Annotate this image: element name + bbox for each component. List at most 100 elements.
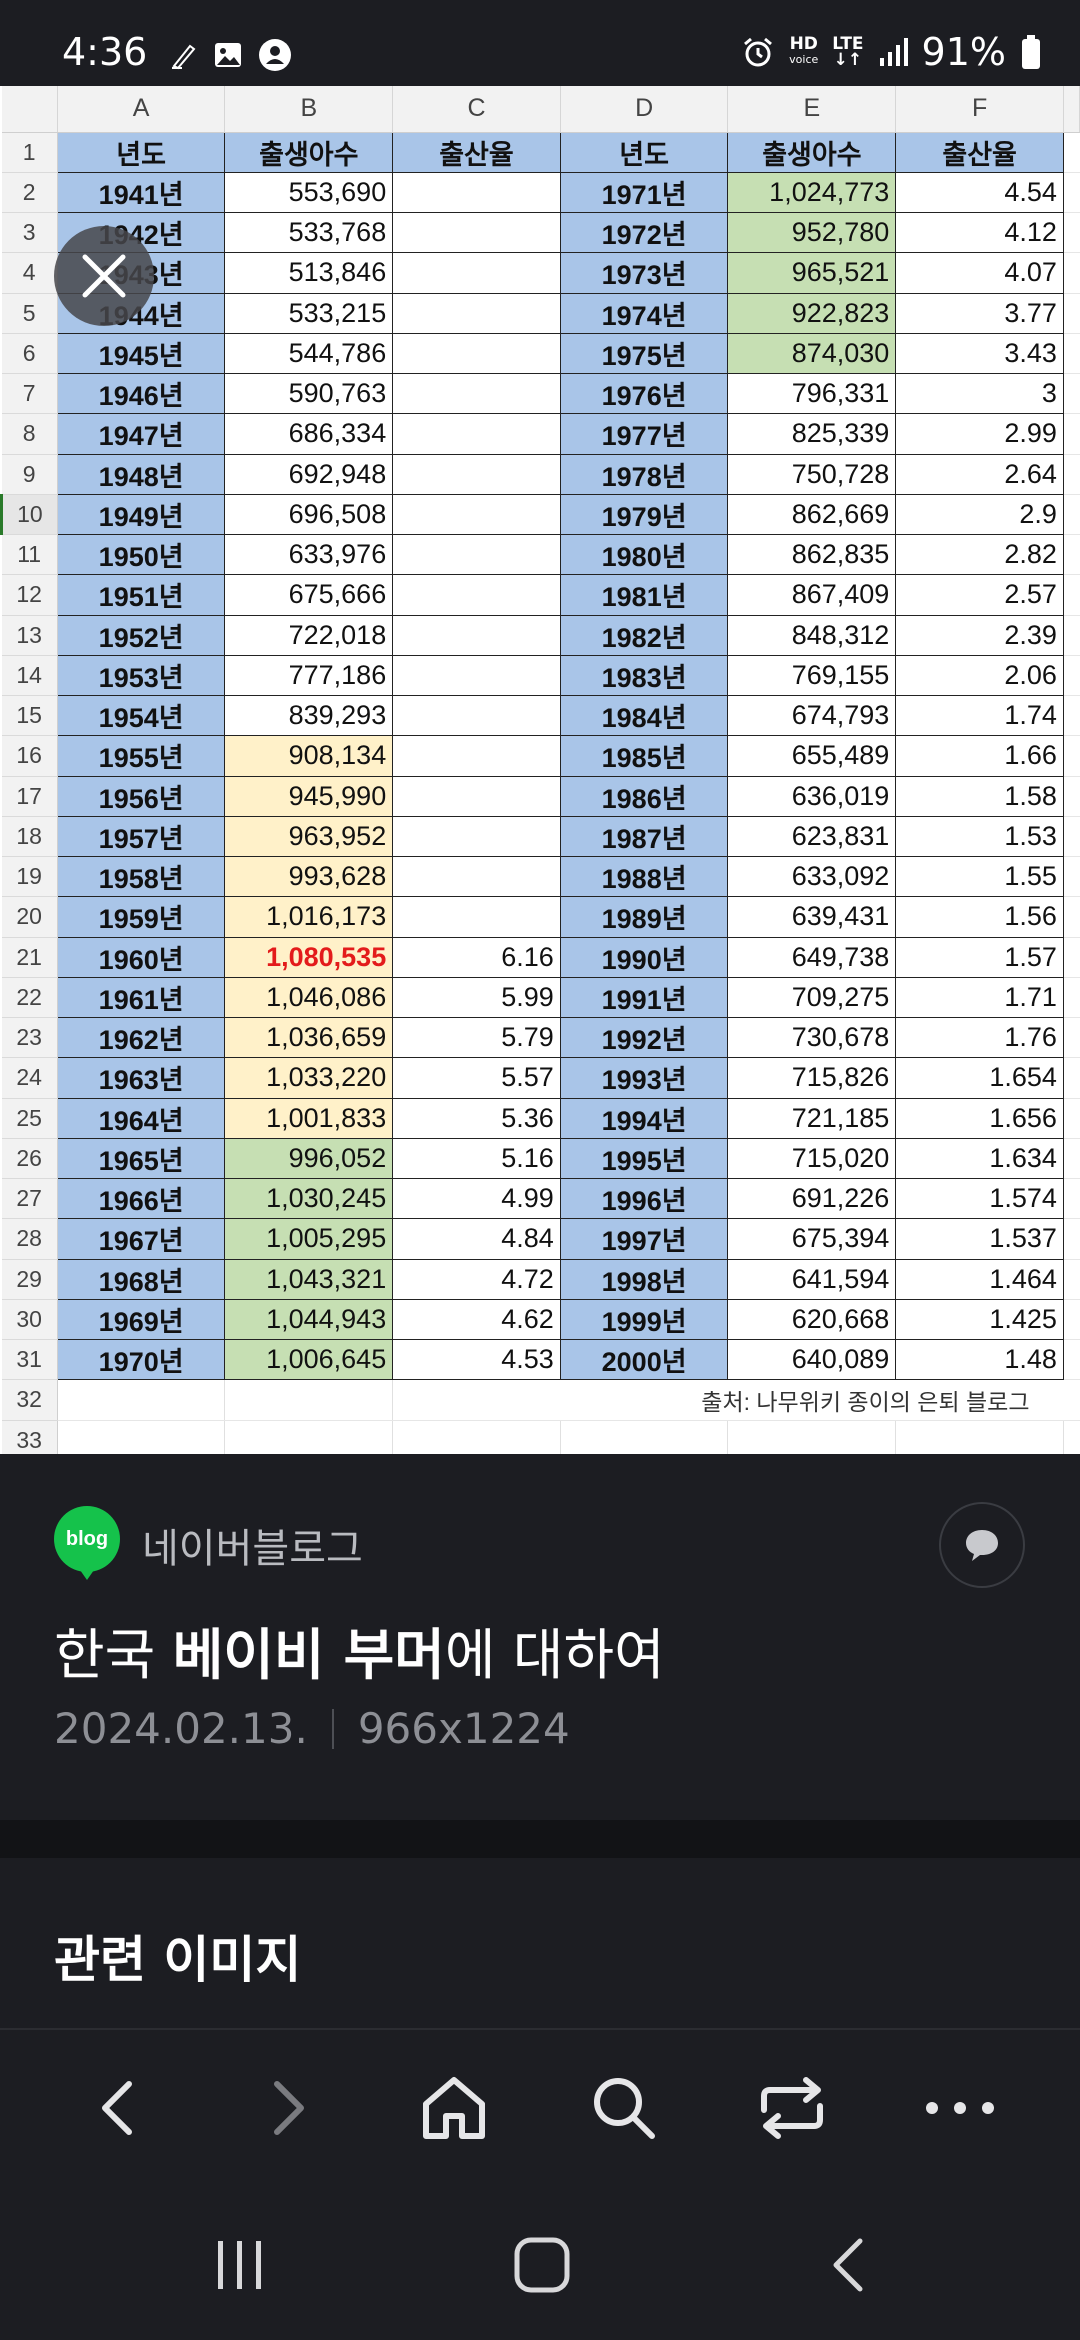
year-cell: 1975년 — [559, 332, 729, 375]
year-cell: 1947년 — [56, 413, 226, 455]
header-cell: 출생아수 — [727, 131, 897, 173]
year-cell: 1990년 — [559, 936, 729, 978]
source-row: 32 출처: 나무위키 종이의 은퇴 블로그 — [1, 1379, 1080, 1421]
births-cell: 867,409 — [727, 574, 897, 616]
close-button[interactable] — [54, 226, 154, 326]
births-cell: 649,738 — [727, 936, 897, 978]
table-row: 30 1969년 1,044,943 4.62 1999년 620,668 1.425 — [1, 1298, 1080, 1341]
filler-cell — [1062, 816, 1080, 858]
header-cell: 출산율 — [895, 131, 1064, 173]
row-number: 29 — [1, 1259, 58, 1300]
table-row: 31 1970년 1,006,645 4.53 2000년 640,089 1.48 — [1, 1338, 1080, 1381]
fertility-cell: 1.57 — [895, 936, 1064, 978]
switch-button[interactable] — [752, 2068, 832, 2148]
fertility-cell: 2.64 — [895, 453, 1064, 495]
home-button[interactable] — [414, 2068, 494, 2148]
year-cell: 1989년 — [559, 896, 729, 938]
births-cell: 553,690 — [224, 171, 394, 214]
births-cell: 590,763 — [224, 372, 394, 415]
filler-cell — [1062, 333, 1080, 375]
filler-cell — [1062, 373, 1080, 415]
spreadsheet-image[interactable]: A B C D E F 1 년도 출생아수 출산율 년도 출생아수 출산율 2 1941년 553,690 19… — [0, 86, 1080, 1454]
row-number: 17 — [1, 776, 58, 817]
filler-cell — [1062, 977, 1080, 1019]
year-cell: 1945년 — [56, 332, 226, 375]
fertility-cell: 1.48 — [895, 1338, 1064, 1381]
column-letter: A — [57, 86, 226, 133]
back-button[interactable] — [78, 2068, 158, 2148]
fertility-cell: 4.53 — [392, 1338, 561, 1381]
header-cell: 출생아수 — [224, 131, 394, 173]
row-number: 10 — [0, 494, 58, 536]
fertility-cell — [392, 372, 561, 415]
table-row: 18 1957년 963,952 1987년 623,831 1.53 — [1, 815, 1080, 858]
table-row: 15 1954년 839,293 1984년 674,793 1.74 — [1, 694, 1080, 737]
related-heading: 관련 이미지 — [54, 1931, 302, 1989]
recents-button[interactable] — [200, 2230, 280, 2300]
births-cell: 862,669 — [727, 493, 897, 536]
year-cell: 1986년 — [559, 775, 729, 817]
year-cell: 1981년 — [559, 574, 729, 616]
filler-cell — [1062, 172, 1080, 214]
births-cell: 839,293 — [224, 694, 394, 737]
fertility-cell: 3 — [895, 372, 1064, 415]
births-cell: 633,092 — [727, 855, 897, 898]
fertility-cell: 1.654 — [895, 1057, 1064, 1099]
post-title[interactable]: 한국 베이비 부머에 대하여 — [54, 1623, 665, 1687]
table-row: 25 1964년 1,001,833 5.36 1994년 721,185 1.656 — [1, 1097, 1080, 1139]
year-cell: 1967년 — [56, 1218, 226, 1260]
births-cell: 513,846 — [224, 252, 394, 294]
births-cell: 1,043,321 — [224, 1258, 394, 1300]
table-row: 24 1963년 1,033,220 5.57 1993년 715,826 1.654 — [1, 1057, 1080, 1099]
row-number: 1 — [1, 132, 58, 173]
blank-cell — [56, 1420, 225, 1454]
column-letter: D — [560, 86, 729, 133]
filler-cell — [1062, 655, 1080, 697]
filler-cell — [1062, 1057, 1080, 1099]
year-cell: 1997년 — [559, 1218, 729, 1260]
row-number: 30 — [1, 1299, 58, 1341]
pen-icon — [172, 44, 196, 70]
forward-button[interactable] — [248, 2068, 328, 2148]
fertility-cell: 2.99 — [895, 413, 1064, 455]
source-name[interactable]: 네이버블로그 — [142, 1526, 363, 1572]
section-divider — [0, 1820, 1080, 1858]
table-row: 17 1956년 945,990 1986년 636,019 1.58 — [1, 775, 1080, 817]
year-cell: 1954년 — [56, 694, 226, 737]
home-icon — [423, 2077, 485, 2139]
table-row: 10 1949년 696,508 1979년 862,669 2.9 — [0, 493, 1080, 536]
row-number: 8 — [1, 413, 58, 455]
filler-cell — [1062, 413, 1080, 455]
comment-button[interactable] — [939, 1502, 1025, 1588]
blank-cell — [224, 1420, 393, 1454]
system-back-button[interactable] — [808, 2230, 888, 2300]
fertility-cell: 1.574 — [895, 1177, 1064, 1220]
births-cell: 777,186 — [224, 654, 394, 697]
row-number: 21 — [1, 937, 58, 978]
births-cell: 715,826 — [727, 1057, 897, 1099]
table-row: 28 1967년 1,005,295 4.84 1997년 675,394 1.537 — [1, 1218, 1080, 1260]
births-cell: 533,768 — [224, 211, 394, 254]
column-filler — [1063, 86, 1080, 133]
more-button[interactable] — [920, 2068, 1000, 2148]
fertility-cell — [392, 292, 561, 334]
search-button[interactable] — [584, 2068, 664, 2148]
status-bar: 4:36 HD voice LTE ↓↑ 91% — [0, 0, 1080, 86]
fertility-cell: 2.9 — [895, 493, 1064, 536]
meta-divider — [331, 1708, 334, 1749]
fertility-cell — [392, 654, 561, 697]
system-home-button[interactable] — [502, 2230, 582, 2300]
filler-cell — [1062, 1259, 1080, 1300]
search-icon — [594, 2078, 655, 2139]
year-cell: 1972년 — [559, 211, 729, 254]
row-number: 20 — [1, 896, 58, 938]
fertility-cell: 5.79 — [392, 1016, 561, 1059]
births-cell: 1,024,773 — [727, 171, 897, 214]
fertility-cell — [392, 574, 561, 616]
related-images-section: 관련 이미지 — [0, 1858, 1080, 2028]
fertility-cell: 1.425 — [895, 1298, 1064, 1341]
table-row: 16 1955년 908,134 1985년 655,489 1.66 — [1, 735, 1080, 777]
fertility-cell: 4.62 — [392, 1298, 561, 1341]
naver-blog-logo[interactable]: blog — [54, 1506, 120, 1580]
hd-voice-indicator: HD voice — [789, 34, 819, 67]
